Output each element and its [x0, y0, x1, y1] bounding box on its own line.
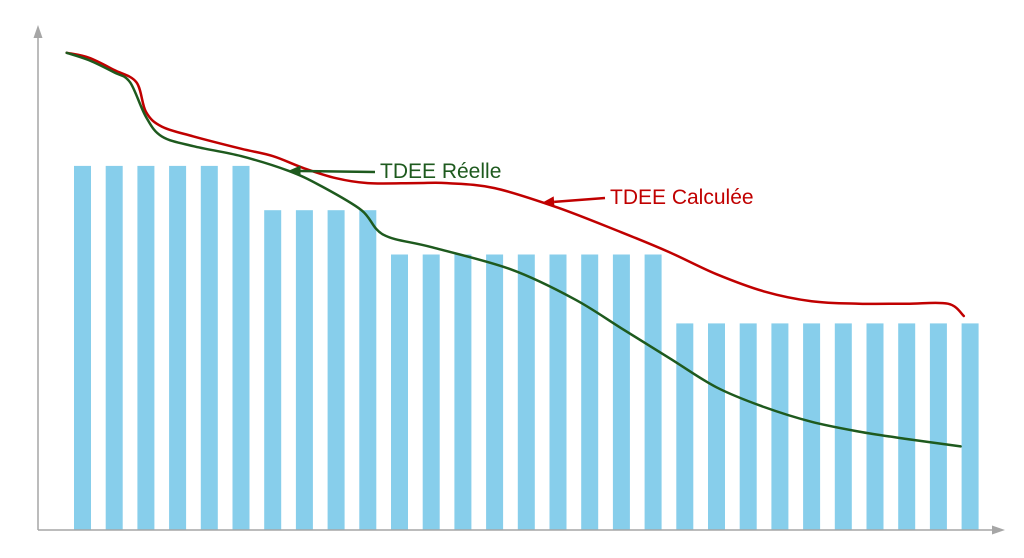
- bar: [105, 165, 123, 530]
- bar: [295, 210, 313, 530]
- bar: [422, 254, 440, 530]
- bar: [169, 165, 187, 530]
- bar: [771, 323, 789, 530]
- annotation-arrowhead-tdee-reelle: [288, 165, 301, 177]
- annotations: TDEE Réelle TDEE Calculée: [288, 160, 754, 209]
- series-lines: [65, 51, 966, 448]
- x-axis-arrow: [992, 525, 1005, 535]
- bar: [327, 210, 345, 530]
- bar: [517, 254, 535, 530]
- bars: [74, 165, 979, 530]
- annotation-label-tdee-calculee: TDEE Calculée: [610, 186, 754, 209]
- bar: [232, 165, 250, 530]
- bar: [486, 254, 504, 530]
- series-line-tdee-calculee: [65, 51, 966, 318]
- bar: [676, 323, 694, 530]
- bar: [961, 323, 979, 530]
- annotation-tdee-reelle: TDEE Réelle: [288, 160, 501, 183]
- annotation-arrow-tdee-reelle: [300, 169, 376, 174]
- bar: [581, 254, 599, 530]
- bar: [803, 323, 821, 530]
- bar: [200, 165, 218, 530]
- bar: [644, 254, 662, 530]
- bar: [549, 254, 567, 530]
- bar: [454, 254, 472, 530]
- axes: [33, 25, 1005, 535]
- bar: [137, 165, 155, 530]
- annotation-arrow-tdee-calculee: [554, 196, 606, 204]
- series-line-tdee-reelle: [65, 51, 962, 448]
- bar: [264, 210, 282, 530]
- bar: [359, 210, 377, 530]
- bar: [391, 254, 408, 530]
- annotation-tdee-calculee: TDEE Calculée: [542, 186, 754, 209]
- y-axis-arrow: [33, 25, 43, 38]
- annotation-arrowhead-tdee-calculee: [542, 196, 555, 208]
- bar: [739, 323, 757, 530]
- bar: [898, 323, 916, 530]
- bar: [708, 323, 725, 530]
- annotation-label-tdee-reelle: TDEE Réelle: [380, 160, 501, 183]
- bar: [74, 165, 91, 530]
- bar: [834, 323, 852, 530]
- bar: [866, 323, 884, 530]
- bar: [612, 254, 630, 530]
- bar: [929, 323, 947, 530]
